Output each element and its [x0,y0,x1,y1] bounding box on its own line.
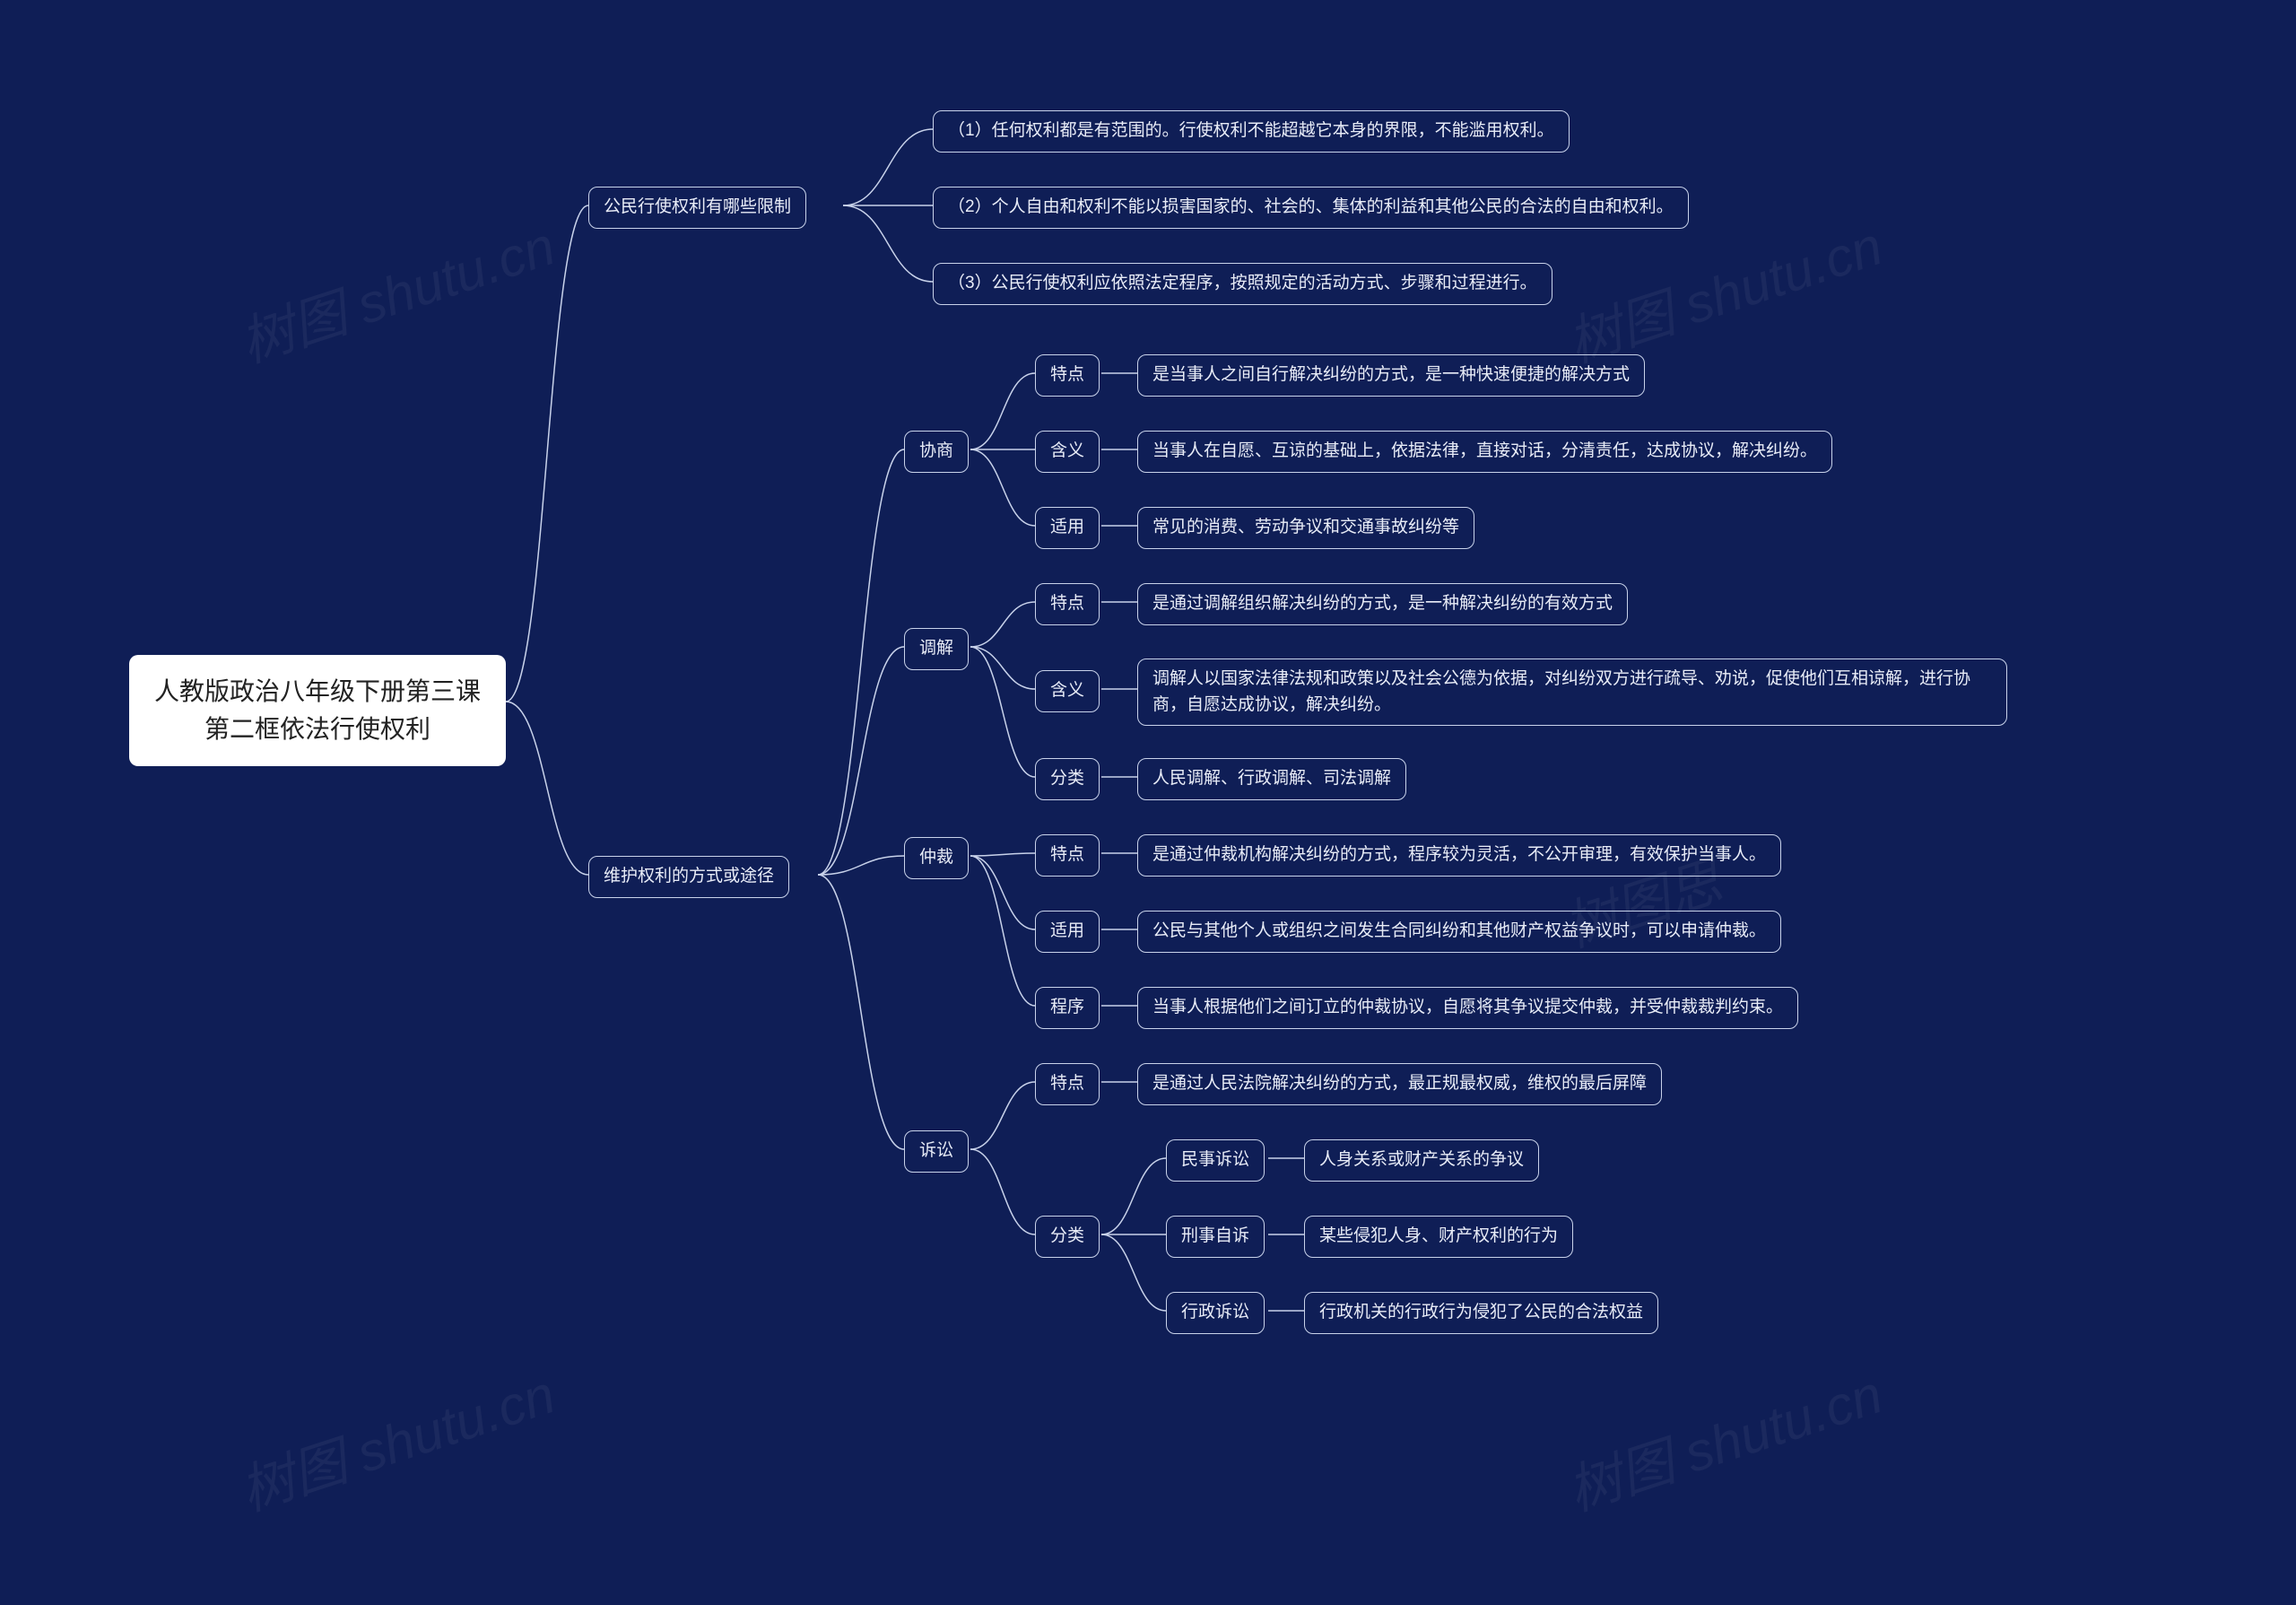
med-class-label: 分类 [1035,758,1100,800]
neg-apply-text: 常见的消费、劳动争议和交通事故纠纷等 [1137,507,1474,549]
restriction-2: （2）个人自由和权利不能以损害国家的、社会的、集体的利益和其他公民的合法的自由和… [933,187,1689,229]
lit-admin-label: 行政诉讼 [1166,1292,1265,1334]
neg-feature-text: 是当事人之间自行解决纠纷的方式，是一种快速便捷的解决方式 [1137,354,1645,397]
watermark: 树图 shutu.cn [229,1351,563,1526]
arb-apply-label: 适用 [1035,911,1100,953]
root-node[interactable]: 人教版政治八年级下册第三课第二框依法行使权利 [129,655,506,766]
lit-admin-text: 行政机关的行政行为侵犯了公民的合法权益 [1304,1292,1658,1334]
med-class-text: 人民调解、行政调解、司法调解 [1137,758,1406,800]
lit-criminal-text: 某些侵犯人身、财产权利的行为 [1304,1216,1573,1258]
lit-criminal-label: 刑事自诉 [1166,1216,1265,1258]
branch-restrictions[interactable]: 公民行使权利有哪些限制 [588,187,806,229]
lit-feature-label: 特点 [1035,1063,1100,1105]
neg-meaning-text: 当事人在自愿、互谅的基础上，依据法律，直接对话，分清责任，达成协议，解决纠纷。 [1137,431,1832,473]
connector-lines [0,0,2296,1605]
watermark: 树图 shutu.cn [1556,203,1891,378]
lit-civil-text: 人身关系或财产关系的争议 [1304,1139,1539,1182]
med-meaning-label: 含义 [1035,670,1100,712]
watermark: 树图 shutu.cn [1556,1351,1891,1526]
arb-apply-text: 公民与其他个人或组织之间发生合同纠纷和其他财产权益争议时，可以申请仲裁。 [1137,911,1781,953]
restriction-3: （3）公民行使权利应依照法定程序，按照规定的活动方式、步骤和过程进行。 [933,263,1552,305]
med-feature-text: 是通过调解组织解决纠纷的方式，是一种解决纠纷的有效方式 [1137,583,1628,625]
neg-meaning-label: 含义 [1035,431,1100,473]
arb-proc-label: 程序 [1035,987,1100,1029]
arb-feature-text: 是通过仲裁机构解决纠纷的方式，程序较为灵活，不公开审理，有效保护当事人。 [1137,834,1781,877]
lit-civil-label: 民事诉讼 [1166,1139,1265,1182]
neg-apply-label: 适用 [1035,507,1100,549]
lit-class-label: 分类 [1035,1216,1100,1258]
method-mediation[interactable]: 调解 [904,628,969,670]
arb-proc-text: 当事人根据他们之间订立的仲裁协议，自愿将其争议提交仲裁，并受仲裁裁判约束。 [1137,987,1798,1029]
method-negotiation[interactable]: 协商 [904,431,969,473]
method-litigation[interactable]: 诉讼 [904,1130,969,1173]
lit-feature-text: 是通过人民法院解决纠纷的方式，最正规最权威，维权的最后屏障 [1137,1063,1662,1105]
med-meaning-text: 调解人以国家法律法规和政策以及社会公德为依据，对纠纷双方进行疏导、劝说，促使他们… [1137,659,2007,726]
watermark: 树图 shutu.cn [229,203,563,378]
arb-feature-label: 特点 [1035,834,1100,877]
branch-methods[interactable]: 维护权利的方式或途径 [588,856,789,898]
neg-feature-label: 特点 [1035,354,1100,397]
restriction-1: （1）任何权利都是有范围的。行使权利不能超越它本身的界限，不能滥用权利。 [933,110,1570,153]
med-feature-label: 特点 [1035,583,1100,625]
method-arbitration[interactable]: 仲裁 [904,837,969,879]
